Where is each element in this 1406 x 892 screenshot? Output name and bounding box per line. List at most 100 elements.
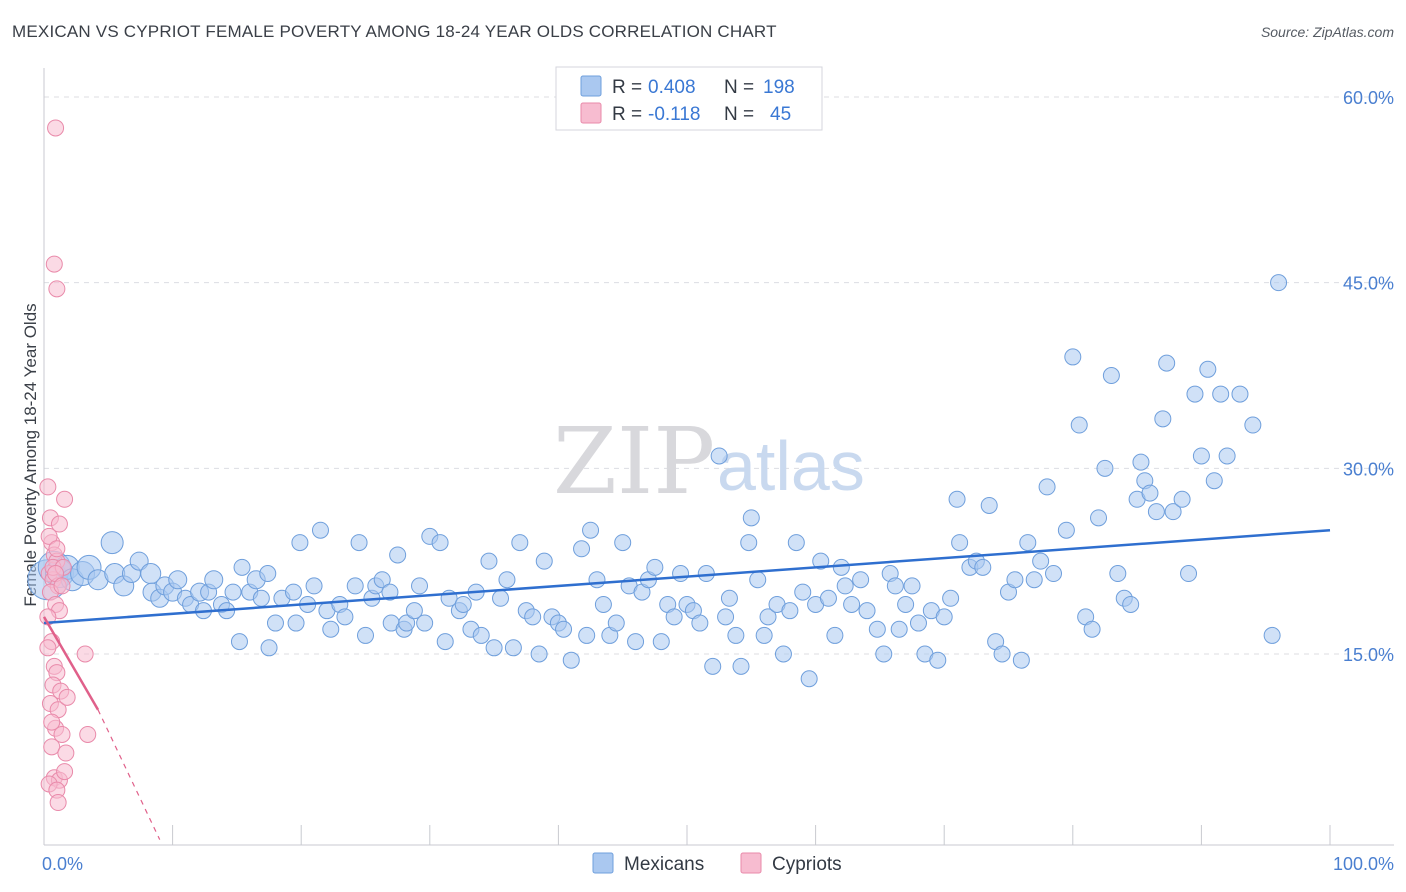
legend-n-label-2: N = xyxy=(724,104,754,125)
legend-r-value-2: -0.118 xyxy=(648,104,700,125)
mexicans-point xyxy=(1199,360,1217,378)
legend-swatch-mexicans xyxy=(580,75,602,97)
y-tick-label-45: 45.0% xyxy=(1343,274,1394,294)
mexicans-point xyxy=(1164,503,1182,521)
cypriots-point xyxy=(76,645,94,663)
mexicans-point xyxy=(755,626,773,644)
legend-swatch-cypriots xyxy=(580,102,602,124)
mexicans-point xyxy=(1102,367,1120,384)
cypriots-point xyxy=(49,794,67,812)
legend-r-value-1: 0.408 xyxy=(648,77,696,98)
mexicans-point xyxy=(717,608,735,626)
cypriots-trend-extension xyxy=(97,709,161,840)
y-tick-label-60: 60.0% xyxy=(1343,88,1394,108)
cypriots-point xyxy=(56,763,74,781)
mexicans-point xyxy=(336,608,354,626)
mexicans-point xyxy=(480,552,498,570)
cypriots-point xyxy=(48,280,66,298)
x-tick-label-100: 100.0% xyxy=(1333,854,1394,874)
mexicans-point xyxy=(886,577,904,595)
mexicans-point xyxy=(311,521,329,539)
mexicans-point xyxy=(588,571,606,589)
mexicans-point xyxy=(819,589,837,607)
bottom-legend-mexicans: Mexicans xyxy=(624,854,704,875)
trend-lines xyxy=(42,528,1331,840)
mexicans-point xyxy=(665,608,683,626)
mexicans-point xyxy=(1263,626,1281,644)
mexicans-point xyxy=(704,657,722,675)
mexicans-point xyxy=(1038,478,1056,496)
mexicans-point xyxy=(530,645,548,663)
mexicans-point xyxy=(252,589,270,607)
mexicans-point xyxy=(1186,385,1204,403)
axes xyxy=(43,68,1394,846)
mexicans-point xyxy=(573,540,591,558)
mexicans-point xyxy=(233,558,251,576)
mexicans-point xyxy=(582,521,600,539)
y-axis-label: Female Poverty Among 18-24 Year Olds xyxy=(21,303,40,606)
x-tick-label-0: 0.0% xyxy=(42,854,83,874)
cypriots-point xyxy=(39,478,57,496)
mexicans-point xyxy=(555,620,573,638)
cypriots-points xyxy=(39,119,97,812)
mexicans-point xyxy=(832,558,850,576)
cypriots-point xyxy=(56,490,74,508)
mexicans-point xyxy=(350,534,368,552)
mexicans-point xyxy=(836,577,854,595)
mexicans-point xyxy=(942,589,960,607)
cypriots-point xyxy=(40,527,58,545)
mexicans-trend-line xyxy=(43,528,1331,625)
cypriots-point xyxy=(48,540,66,558)
mexicans-point xyxy=(691,614,709,632)
legend-r-label-2: R = xyxy=(612,104,642,125)
mexicans-point xyxy=(398,614,416,632)
mexicans-point xyxy=(431,534,449,552)
mexicans-point xyxy=(1205,472,1223,490)
mexicans-point xyxy=(1270,274,1288,292)
cypriots-point xyxy=(43,738,61,756)
tick-labels: 15.0% 30.0% 45.0% 60.0% 0.0% 100.0% xyxy=(42,88,1394,874)
bottom-legend-swatch-mexicans xyxy=(592,852,614,874)
mexicans-point xyxy=(890,620,908,638)
mexicans-point xyxy=(812,552,830,570)
mexicans-point xyxy=(535,552,553,570)
mexicans-point xyxy=(652,633,670,651)
mexicans-point xyxy=(373,571,391,589)
mexicans-point xyxy=(909,614,927,632)
mexicans-point xyxy=(578,626,596,644)
mexicans-point xyxy=(346,577,364,595)
mexicans-point xyxy=(1147,503,1165,521)
mexicans-point xyxy=(305,577,323,595)
legend-n-value-2: 45 xyxy=(770,104,791,125)
mexicans-point xyxy=(875,645,893,663)
mexicans-point xyxy=(929,651,947,669)
mexicans-point xyxy=(485,639,503,657)
mexicans-point xyxy=(287,614,305,632)
cypriots-point xyxy=(43,713,61,731)
legend-n-value-1: 198 xyxy=(763,77,795,98)
mexicans-point xyxy=(1154,410,1172,428)
mexicans-point xyxy=(1006,571,1024,589)
mexicans-point xyxy=(826,626,844,644)
mexicans-point xyxy=(1158,354,1176,372)
cypriots-point xyxy=(57,744,75,762)
watermark-zip: ZIP xyxy=(553,408,715,515)
mexicans-point xyxy=(524,608,542,626)
chart-title: MEXICAN VS CYPRIOT FEMALE POVERTY AMONG … xyxy=(12,22,777,41)
mexicans-point xyxy=(1012,651,1030,669)
mexicans-point xyxy=(951,534,969,552)
mexicans-point xyxy=(781,602,799,620)
mexicans-point xyxy=(284,583,302,601)
mexicans-point xyxy=(710,447,728,465)
watermark-atlas: atlas xyxy=(717,427,865,505)
bottom-legend-swatch-cypriots xyxy=(740,852,762,874)
mexicans-points xyxy=(27,274,1288,688)
bottom-legend: Mexicans Cypriots xyxy=(592,852,842,875)
mexicans-point xyxy=(720,589,738,607)
mexicans-point xyxy=(800,670,818,688)
mexicans-point xyxy=(259,565,277,583)
mexicans-point xyxy=(291,534,309,552)
mexicans-point xyxy=(740,534,758,552)
mexicans-point xyxy=(948,490,966,508)
